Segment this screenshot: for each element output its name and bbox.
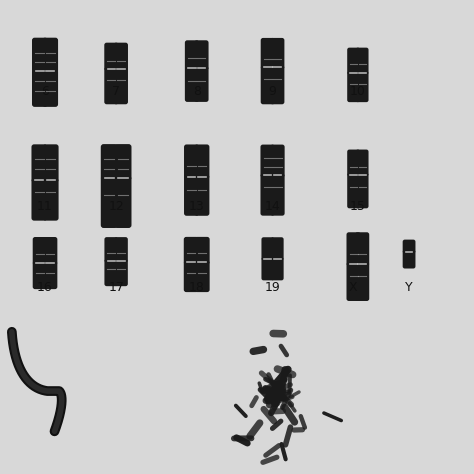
FancyBboxPatch shape [184, 261, 199, 292]
FancyBboxPatch shape [270, 38, 284, 69]
Text: X: X [349, 281, 357, 294]
FancyBboxPatch shape [114, 67, 128, 104]
FancyBboxPatch shape [195, 237, 210, 264]
FancyBboxPatch shape [101, 144, 118, 181]
Text: 18: 18 [189, 281, 205, 294]
FancyBboxPatch shape [261, 173, 274, 216]
FancyBboxPatch shape [31, 144, 47, 182]
FancyBboxPatch shape [347, 150, 360, 176]
Text: 9: 9 [269, 85, 276, 98]
FancyBboxPatch shape [194, 66, 209, 102]
FancyBboxPatch shape [195, 261, 210, 292]
FancyBboxPatch shape [356, 71, 369, 102]
FancyBboxPatch shape [184, 175, 199, 216]
FancyBboxPatch shape [356, 150, 369, 176]
FancyBboxPatch shape [104, 67, 118, 104]
FancyBboxPatch shape [114, 43, 128, 71]
FancyBboxPatch shape [356, 173, 369, 209]
FancyBboxPatch shape [347, 71, 360, 102]
FancyBboxPatch shape [43, 37, 58, 73]
FancyBboxPatch shape [346, 262, 361, 301]
FancyBboxPatch shape [114, 259, 128, 286]
FancyBboxPatch shape [402, 240, 415, 253]
Text: 17: 17 [108, 281, 124, 294]
FancyBboxPatch shape [355, 262, 369, 301]
FancyBboxPatch shape [43, 144, 59, 182]
FancyBboxPatch shape [114, 176, 131, 228]
Text: 6: 6 [41, 85, 49, 98]
FancyBboxPatch shape [43, 237, 57, 265]
FancyBboxPatch shape [356, 47, 369, 74]
FancyBboxPatch shape [347, 47, 360, 74]
Text: 7: 7 [112, 85, 120, 98]
FancyBboxPatch shape [355, 232, 369, 266]
Text: 14: 14 [264, 200, 281, 213]
FancyBboxPatch shape [185, 66, 199, 102]
FancyBboxPatch shape [402, 250, 415, 268]
FancyBboxPatch shape [261, 65, 275, 104]
FancyBboxPatch shape [271, 237, 283, 261]
FancyBboxPatch shape [270, 173, 284, 216]
FancyBboxPatch shape [33, 261, 47, 289]
FancyBboxPatch shape [262, 237, 274, 261]
FancyBboxPatch shape [104, 259, 118, 286]
FancyBboxPatch shape [31, 178, 47, 220]
FancyBboxPatch shape [114, 144, 131, 181]
FancyBboxPatch shape [262, 257, 274, 280]
Text: 15: 15 [350, 200, 366, 213]
Text: 11: 11 [37, 200, 53, 213]
Text: 12: 12 [108, 200, 124, 213]
FancyBboxPatch shape [104, 43, 118, 71]
FancyBboxPatch shape [194, 175, 210, 216]
Text: 8: 8 [193, 85, 201, 98]
FancyBboxPatch shape [32, 37, 47, 73]
FancyBboxPatch shape [33, 237, 47, 265]
FancyBboxPatch shape [261, 145, 274, 177]
Text: Y: Y [405, 281, 413, 294]
FancyBboxPatch shape [104, 237, 118, 263]
FancyBboxPatch shape [270, 145, 284, 177]
FancyBboxPatch shape [114, 237, 128, 263]
FancyBboxPatch shape [347, 173, 360, 209]
Text: 13: 13 [189, 200, 205, 213]
FancyBboxPatch shape [185, 40, 199, 70]
FancyBboxPatch shape [43, 178, 59, 220]
FancyBboxPatch shape [101, 176, 118, 228]
FancyBboxPatch shape [43, 69, 58, 107]
Text: 16: 16 [37, 281, 53, 294]
FancyBboxPatch shape [261, 38, 275, 69]
FancyBboxPatch shape [184, 145, 199, 179]
Text: 19: 19 [264, 281, 281, 294]
FancyBboxPatch shape [270, 65, 284, 104]
FancyBboxPatch shape [43, 261, 57, 289]
FancyBboxPatch shape [194, 40, 209, 70]
FancyBboxPatch shape [271, 257, 283, 280]
FancyBboxPatch shape [32, 69, 47, 107]
FancyBboxPatch shape [194, 145, 210, 179]
FancyBboxPatch shape [184, 237, 199, 264]
FancyBboxPatch shape [346, 232, 361, 266]
Text: 10: 10 [350, 85, 366, 98]
